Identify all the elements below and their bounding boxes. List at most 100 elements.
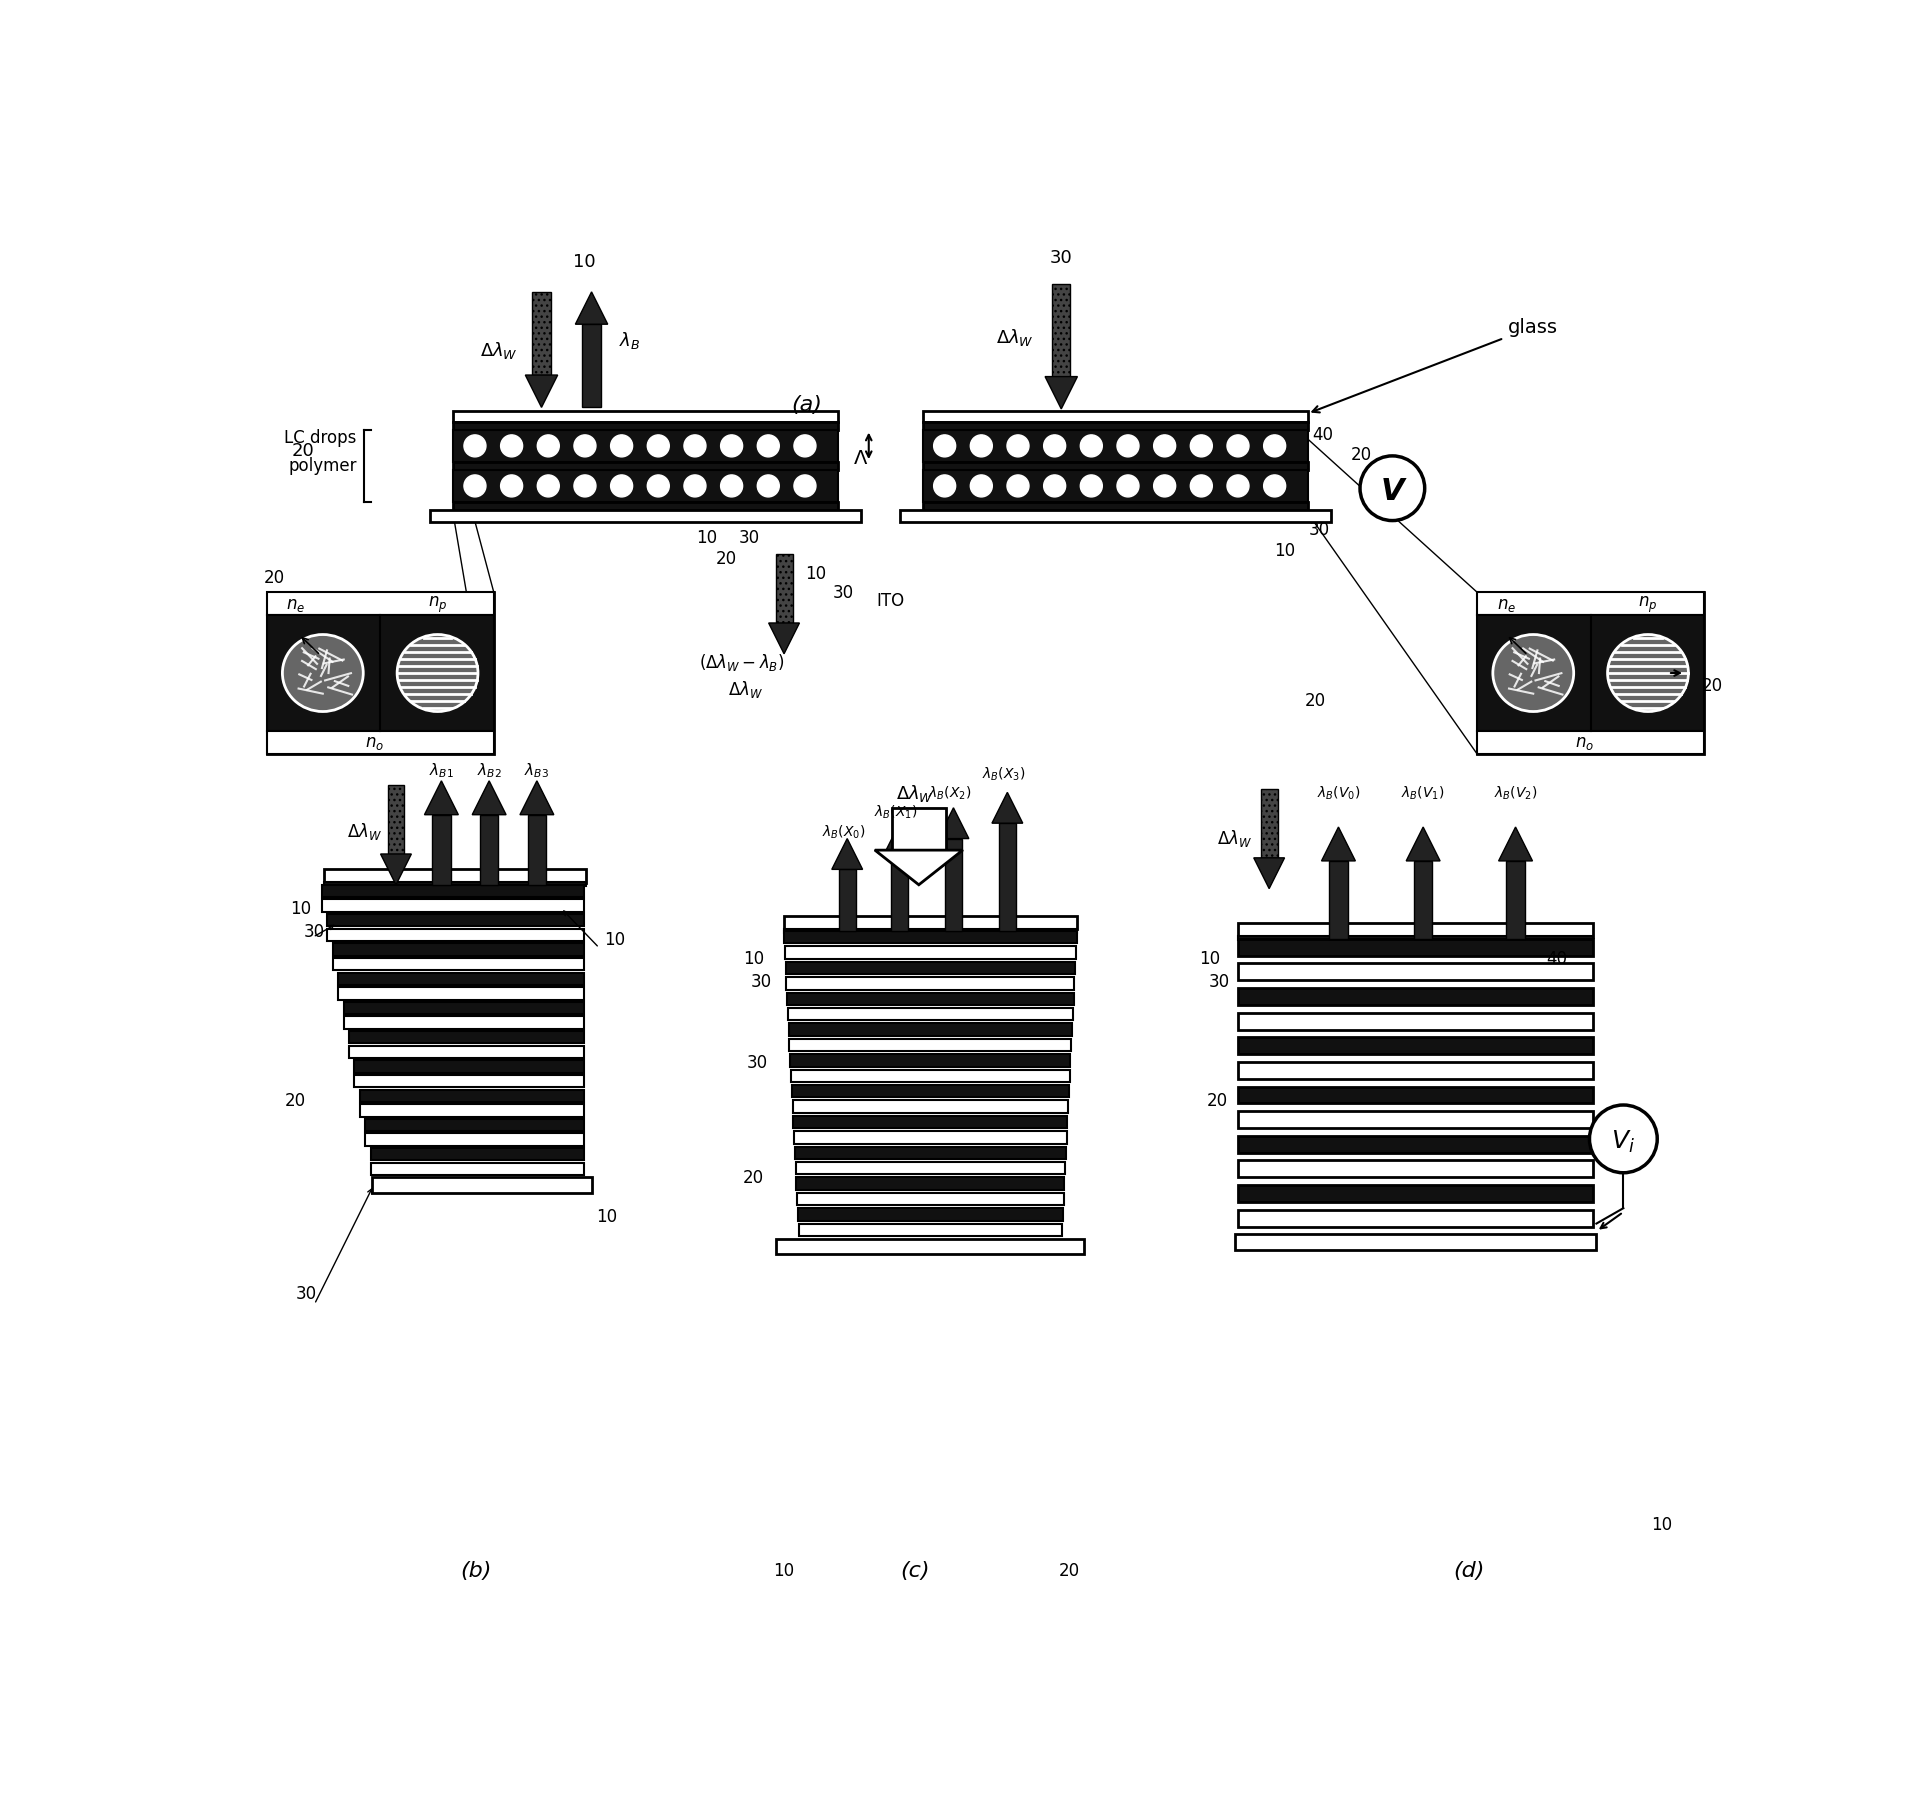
Text: $n_e$: $n_e$ (1497, 595, 1516, 613)
Ellipse shape (1607, 635, 1688, 712)
Text: $n_o$: $n_o$ (365, 734, 384, 752)
Ellipse shape (1117, 435, 1140, 458)
Text: 10: 10 (604, 930, 625, 948)
Bar (1476, 593, 1705, 755)
Bar (371, 1163, 584, 1176)
Text: 10: 10 (742, 949, 763, 967)
Text: 30: 30 (304, 922, 325, 940)
Ellipse shape (500, 435, 523, 458)
Ellipse shape (1080, 476, 1103, 498)
Bar (923, 462, 1307, 471)
Polygon shape (425, 782, 457, 814)
Text: $\lambda_B(V_1)$: $\lambda_B(V_1)$ (1401, 784, 1445, 802)
Ellipse shape (463, 476, 486, 498)
Ellipse shape (757, 476, 778, 498)
Bar (1330, 861, 1347, 939)
Bar (1238, 1012, 1593, 1030)
Text: $\lambda_B(X_3)$: $\lambda_B(X_3)$ (982, 764, 1024, 782)
Polygon shape (521, 782, 554, 814)
Text: $\Delta\lambda_W$: $\Delta\lambda_W$ (1217, 827, 1251, 849)
Ellipse shape (575, 476, 596, 498)
Bar (388, 786, 404, 854)
Bar (1238, 1162, 1593, 1178)
Text: (d): (d) (1453, 1561, 1486, 1580)
Text: 10: 10 (596, 1206, 617, 1224)
Bar (365, 1135, 584, 1145)
Text: ITO: ITO (876, 592, 905, 610)
Bar (344, 1018, 584, 1028)
Bar (923, 430, 1307, 462)
Bar (788, 1009, 1072, 1021)
Bar (454, 503, 838, 511)
Bar (1238, 1088, 1593, 1104)
Text: 20: 20 (1059, 1561, 1080, 1579)
Circle shape (1361, 457, 1424, 521)
Ellipse shape (1153, 435, 1176, 458)
Ellipse shape (1007, 435, 1028, 458)
Text: glass: glass (1509, 318, 1559, 336)
Bar (786, 978, 1074, 991)
Text: (a): (a) (792, 394, 823, 414)
Ellipse shape (648, 476, 669, 498)
Ellipse shape (934, 476, 955, 498)
Polygon shape (832, 840, 863, 870)
Bar (480, 814, 498, 885)
Bar (788, 992, 1074, 1005)
Bar (327, 915, 584, 926)
Bar (1238, 1210, 1593, 1226)
Bar (794, 1117, 1067, 1129)
Polygon shape (1253, 858, 1284, 890)
Ellipse shape (684, 476, 705, 498)
Bar (431, 511, 861, 523)
Bar (800, 1224, 1063, 1237)
Text: polymer: polymer (288, 457, 357, 475)
Text: 40: 40 (1545, 949, 1566, 967)
Polygon shape (992, 793, 1023, 823)
Ellipse shape (794, 476, 817, 498)
Bar (373, 1178, 592, 1194)
Bar (796, 1162, 1065, 1174)
Bar (1238, 1063, 1593, 1079)
Polygon shape (1499, 827, 1532, 861)
Bar (1238, 924, 1593, 937)
Text: 20: 20 (284, 1091, 306, 1109)
Bar (796, 1147, 1067, 1160)
Ellipse shape (1190, 476, 1213, 498)
Text: $\Delta\lambda_W$: $\Delta\lambda_W$ (728, 678, 763, 699)
Polygon shape (769, 624, 800, 654)
Bar (838, 870, 855, 931)
Bar (1238, 1185, 1593, 1203)
Ellipse shape (684, 435, 705, 458)
Text: 30: 30 (296, 1284, 317, 1302)
Polygon shape (575, 293, 607, 325)
Bar (798, 1194, 1063, 1205)
Text: 20: 20 (1207, 1091, 1228, 1109)
Bar (267, 593, 494, 617)
Bar (325, 870, 586, 885)
Polygon shape (525, 376, 557, 408)
Ellipse shape (794, 435, 817, 458)
Bar (1507, 861, 1524, 939)
Ellipse shape (611, 435, 632, 458)
Bar (776, 1239, 1084, 1255)
Text: $n_p$: $n_p$ (429, 595, 448, 615)
Text: 20: 20 (742, 1169, 763, 1187)
Bar (792, 1070, 1071, 1082)
Bar (365, 1118, 584, 1131)
Bar (350, 1046, 584, 1059)
Ellipse shape (1153, 476, 1176, 498)
Bar (946, 840, 961, 931)
Bar (892, 809, 946, 850)
Bar (788, 1023, 1072, 1036)
Bar (454, 471, 838, 503)
Text: 20: 20 (715, 548, 736, 566)
Bar (354, 1075, 584, 1088)
Bar (323, 901, 584, 912)
Text: $\lambda_B(V_2)$: $\lambda_B(V_2)$ (1493, 784, 1538, 802)
Text: $\lambda_B(X_2)$: $\lambda_B(X_2)$ (928, 784, 971, 802)
Polygon shape (381, 854, 411, 885)
Text: $\lambda_{B1}$: $\lambda_{B1}$ (429, 761, 454, 779)
Text: 30: 30 (1049, 250, 1072, 268)
Bar (350, 1032, 584, 1045)
Text: $\Delta\lambda_W$: $\Delta\lambda_W$ (996, 327, 1034, 347)
